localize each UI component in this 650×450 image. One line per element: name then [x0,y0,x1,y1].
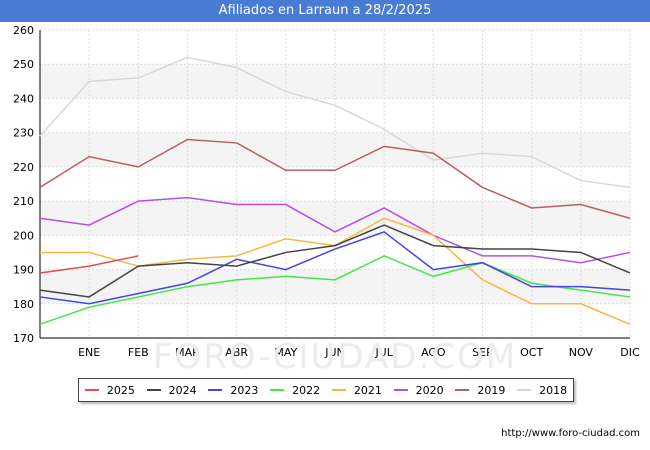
x-tick-label: FEB [128,346,149,359]
legend-label: 2025 [106,383,135,397]
legend-label: 2021 [353,383,382,397]
legend-swatch [84,389,99,391]
x-tick-label: ENE [78,346,100,359]
legend-item-2024: 2024 [146,383,197,397]
legend-item-2025: 2025 [84,383,135,397]
x-tick-label: NOV [569,346,594,359]
x-tick-label: SEP [472,346,493,359]
series-line-2024 [39,224,631,298]
legend-item-2022: 2022 [270,384,320,397]
x-tick-label: MAR [175,346,200,359]
y-tick-label: 180 [13,298,34,311]
source-text: http://www.foro-ciudad.com [501,428,640,439]
y-tick-label: 230 [13,127,34,140]
legend-item-2018: 2018 [517,384,567,397]
x-tick-label: MAY [274,346,297,359]
legend-label: 2022 [292,383,321,397]
legend-item-2023: 2023 [208,384,258,397]
x-tick-label: AGO [421,346,446,359]
y-tick-label: 170 [13,332,34,345]
series-line-2023 [39,231,631,305]
x-tick-label: DIC [620,346,640,359]
legend-label: 2018 [539,383,568,397]
legend-swatch [331,389,346,391]
y-tick-label: 250 [13,58,34,71]
x-tick-label: JUL [374,346,393,359]
legend-swatch [146,389,161,391]
legend-label: 2023 [230,383,259,397]
x-tick-label: OCT [520,346,543,359]
y-tick-label: 200 [13,229,34,242]
legend-item-2019: 2019 [455,384,505,397]
y-tick-label: 190 [13,264,34,277]
legend: 2025 2024 2023 2022 2021 2020 2019 2018 [78,378,574,402]
watermark-text: FORO-CIUDAD.COM [153,337,517,377]
y-tick-label: 240 [13,92,34,105]
x-tick-label: JUN [324,346,345,359]
legend-item-2020: 2020 [393,383,444,397]
legend-swatch [270,389,285,391]
legend-label: 2020 [415,383,444,397]
legend-swatch [455,389,470,391]
grid-band [40,64,630,99]
legend-label: 2019 [477,383,506,397]
y-tick-label: 220 [13,161,34,174]
series-line-2022 [39,255,631,326]
series-line-2019 [39,138,631,219]
legend-swatch [393,389,408,391]
chart-title: Afiliados en Larraun a 28/2/2025 [218,3,432,18]
series-line-2018 [39,56,631,189]
y-tick-label: 210 [13,195,34,208]
series-line-2020 [39,196,631,264]
legend-swatch [517,389,532,391]
x-tick-label: ABR [225,346,248,359]
y-tick-label: 260 [13,24,34,37]
legend-label: 2024 [168,383,197,397]
title-bar [0,0,650,22]
series-line-2025 [39,255,139,274]
legend-swatch [208,389,223,391]
legend-item-2021: 2021 [331,383,382,397]
